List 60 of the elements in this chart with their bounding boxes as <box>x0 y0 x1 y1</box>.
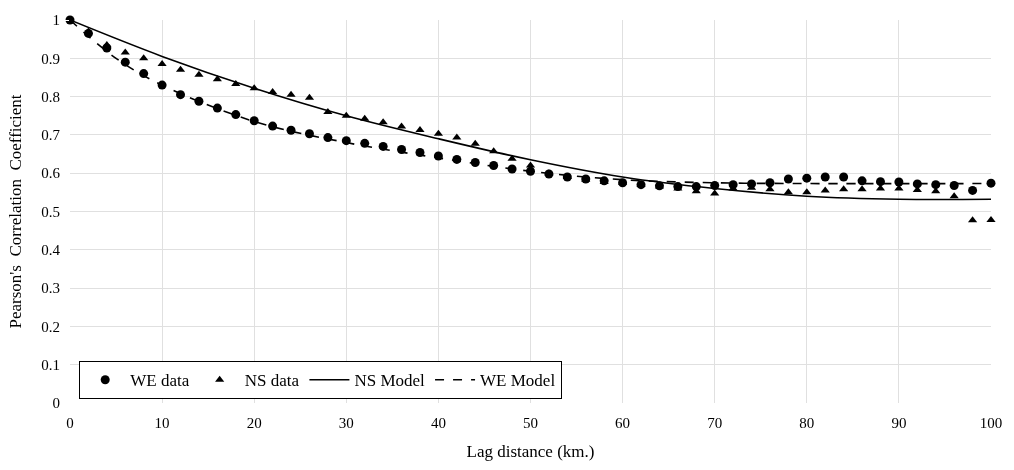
point <box>102 40 112 47</box>
y-tick-label: 0.3 <box>41 280 60 297</box>
x-tick-label: 30 <box>338 415 354 431</box>
point <box>194 70 204 77</box>
point <box>212 103 222 113</box>
y-tick-label: 0.6 <box>41 165 61 182</box>
x-tick-label: 50 <box>523 415 538 431</box>
x-axis-title: Lag distance (km.) <box>466 442 595 462</box>
point <box>894 177 904 187</box>
y-tick-label: 0.1 <box>41 356 60 373</box>
point <box>249 116 259 126</box>
point <box>839 185 849 192</box>
x-tick-label: 0 <box>66 415 74 431</box>
y-axis-title: Pearson's Correlation Coefficient <box>5 94 25 329</box>
x-tick-label: 90 <box>891 415 907 431</box>
x-tick-label: 20 <box>246 415 262 431</box>
point <box>986 178 996 188</box>
point <box>802 173 812 183</box>
point <box>857 176 867 186</box>
point <box>120 57 130 67</box>
y-tick-label: 1 <box>52 12 60 29</box>
y-tick-label: 0.4 <box>41 242 61 259</box>
point <box>949 180 959 190</box>
point <box>875 177 885 187</box>
point <box>415 125 425 132</box>
y-tick-label: 0.5 <box>41 203 60 220</box>
point <box>710 189 720 196</box>
point <box>452 133 462 140</box>
x-tick-label: 80 <box>799 415 815 431</box>
point <box>507 154 517 161</box>
point <box>231 110 241 120</box>
legend-label: NS Model <box>354 371 426 391</box>
point <box>765 178 775 188</box>
y-tick-label: 0.7 <box>41 127 61 144</box>
x-tick-label: 40 <box>430 415 446 431</box>
legend-label: NS data <box>244 371 300 391</box>
legend-label: WE Model <box>480 371 556 391</box>
legend-label: WE data <box>130 371 190 391</box>
point <box>820 172 830 182</box>
point <box>157 60 167 67</box>
x-tick-label: 60 <box>615 415 631 431</box>
y-tick-label: 0.9 <box>41 50 60 67</box>
point <box>986 215 996 222</box>
point <box>341 136 351 146</box>
point <box>839 172 849 182</box>
point <box>931 180 941 190</box>
y-tick-label: 0 <box>52 395 60 412</box>
point <box>931 187 941 194</box>
point <box>783 174 793 184</box>
y-tick-label: 0.8 <box>41 88 60 105</box>
point <box>304 129 314 139</box>
point <box>470 139 480 146</box>
y-tick-label: 0.2 <box>41 318 60 335</box>
point <box>120 48 130 55</box>
point <box>268 121 278 131</box>
point <box>968 185 978 195</box>
x-tick-label: 10 <box>154 415 170 431</box>
x-tick-label: 70 <box>707 415 723 431</box>
point <box>286 90 296 97</box>
x-tick-label: 100 <box>979 415 1003 431</box>
